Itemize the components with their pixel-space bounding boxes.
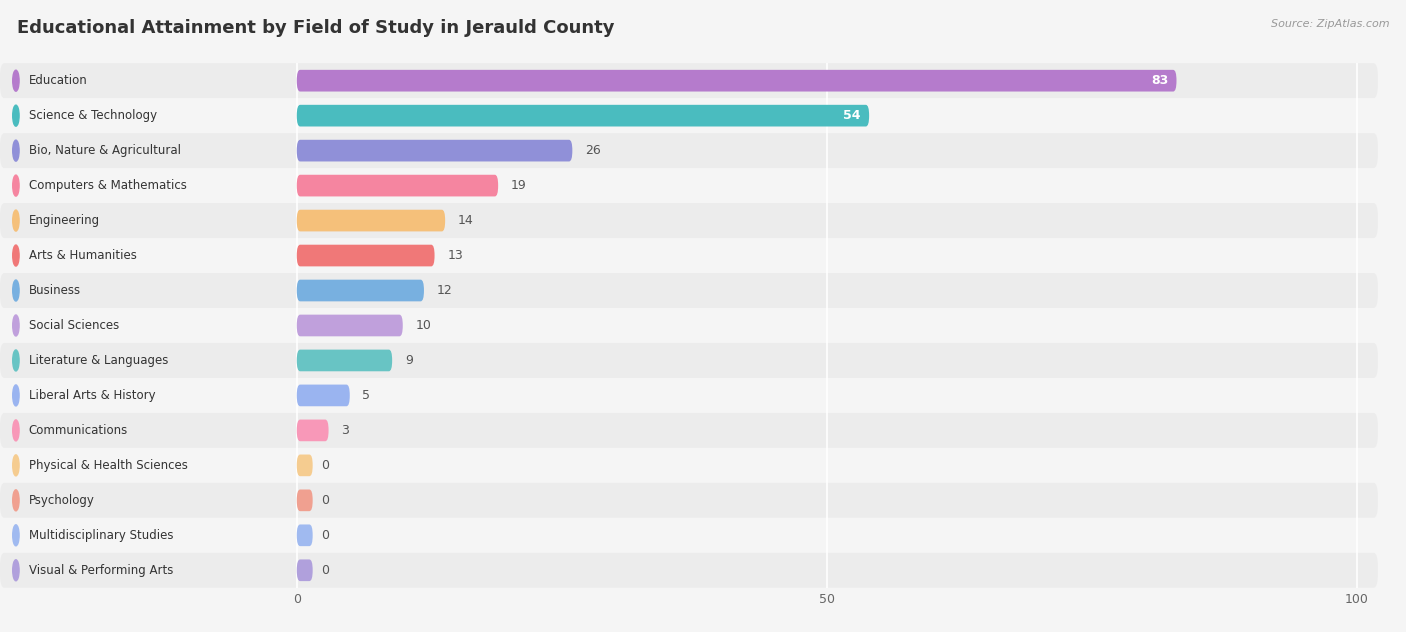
Text: 12: 12 (437, 284, 453, 297)
FancyBboxPatch shape (0, 343, 1378, 378)
FancyBboxPatch shape (297, 454, 312, 476)
Circle shape (13, 385, 20, 406)
FancyBboxPatch shape (297, 245, 434, 266)
Circle shape (13, 490, 20, 511)
FancyBboxPatch shape (0, 273, 1378, 308)
FancyBboxPatch shape (297, 140, 572, 161)
FancyBboxPatch shape (297, 105, 869, 126)
Text: Literature & Languages: Literature & Languages (28, 354, 167, 367)
Circle shape (13, 315, 20, 336)
Text: Multidisciplinary Studies: Multidisciplinary Studies (28, 529, 173, 542)
Text: Education: Education (28, 74, 87, 87)
Text: Business: Business (28, 284, 80, 297)
Text: Communications: Communications (28, 424, 128, 437)
FancyBboxPatch shape (297, 315, 402, 336)
FancyBboxPatch shape (297, 70, 1177, 92)
FancyBboxPatch shape (0, 63, 1378, 98)
Circle shape (13, 210, 20, 231)
FancyBboxPatch shape (0, 98, 1378, 133)
Circle shape (13, 350, 20, 371)
Text: Social Sciences: Social Sciences (28, 319, 120, 332)
Circle shape (13, 525, 20, 546)
Text: 3: 3 (342, 424, 349, 437)
FancyBboxPatch shape (297, 175, 498, 197)
Text: Source: ZipAtlas.com: Source: ZipAtlas.com (1271, 19, 1389, 29)
Circle shape (13, 455, 20, 476)
Text: 0: 0 (321, 494, 329, 507)
FancyBboxPatch shape (0, 413, 1378, 448)
Text: 26: 26 (585, 144, 600, 157)
Text: 0: 0 (321, 529, 329, 542)
Text: 5: 5 (363, 389, 371, 402)
FancyBboxPatch shape (0, 308, 1378, 343)
Circle shape (13, 140, 20, 161)
FancyBboxPatch shape (0, 238, 1378, 273)
Text: 0: 0 (321, 564, 329, 577)
FancyBboxPatch shape (297, 210, 446, 231)
FancyBboxPatch shape (297, 280, 425, 301)
FancyBboxPatch shape (297, 525, 312, 546)
Circle shape (13, 245, 20, 266)
Text: 9: 9 (405, 354, 413, 367)
FancyBboxPatch shape (0, 203, 1378, 238)
FancyBboxPatch shape (0, 483, 1378, 518)
FancyBboxPatch shape (297, 420, 329, 441)
FancyBboxPatch shape (0, 133, 1378, 168)
Circle shape (13, 560, 20, 581)
Text: Liberal Arts & History: Liberal Arts & History (28, 389, 155, 402)
FancyBboxPatch shape (297, 349, 392, 371)
FancyBboxPatch shape (0, 448, 1378, 483)
Text: Arts & Humanities: Arts & Humanities (28, 249, 136, 262)
Circle shape (13, 175, 20, 196)
Text: 13: 13 (447, 249, 463, 262)
Text: 10: 10 (416, 319, 432, 332)
FancyBboxPatch shape (0, 168, 1378, 203)
Circle shape (13, 105, 20, 126)
Text: Educational Attainment by Field of Study in Jerauld County: Educational Attainment by Field of Study… (17, 19, 614, 37)
FancyBboxPatch shape (0, 518, 1378, 553)
Text: Visual & Performing Arts: Visual & Performing Arts (28, 564, 173, 577)
FancyBboxPatch shape (297, 490, 312, 511)
Circle shape (13, 70, 20, 91)
Text: 83: 83 (1150, 74, 1168, 87)
Text: 0: 0 (321, 459, 329, 472)
Text: Bio, Nature & Agricultural: Bio, Nature & Agricultural (28, 144, 180, 157)
Text: 14: 14 (458, 214, 474, 227)
Text: Science & Technology: Science & Technology (28, 109, 156, 122)
Text: Physical & Health Sciences: Physical & Health Sciences (28, 459, 187, 472)
Text: 54: 54 (844, 109, 860, 122)
Text: 19: 19 (510, 179, 527, 192)
Text: Computers & Mathematics: Computers & Mathematics (28, 179, 187, 192)
Circle shape (13, 280, 20, 301)
FancyBboxPatch shape (297, 385, 350, 406)
FancyBboxPatch shape (0, 378, 1378, 413)
Text: Engineering: Engineering (28, 214, 100, 227)
Text: Psychology: Psychology (28, 494, 94, 507)
Circle shape (13, 420, 20, 441)
FancyBboxPatch shape (297, 559, 312, 581)
FancyBboxPatch shape (0, 553, 1378, 588)
